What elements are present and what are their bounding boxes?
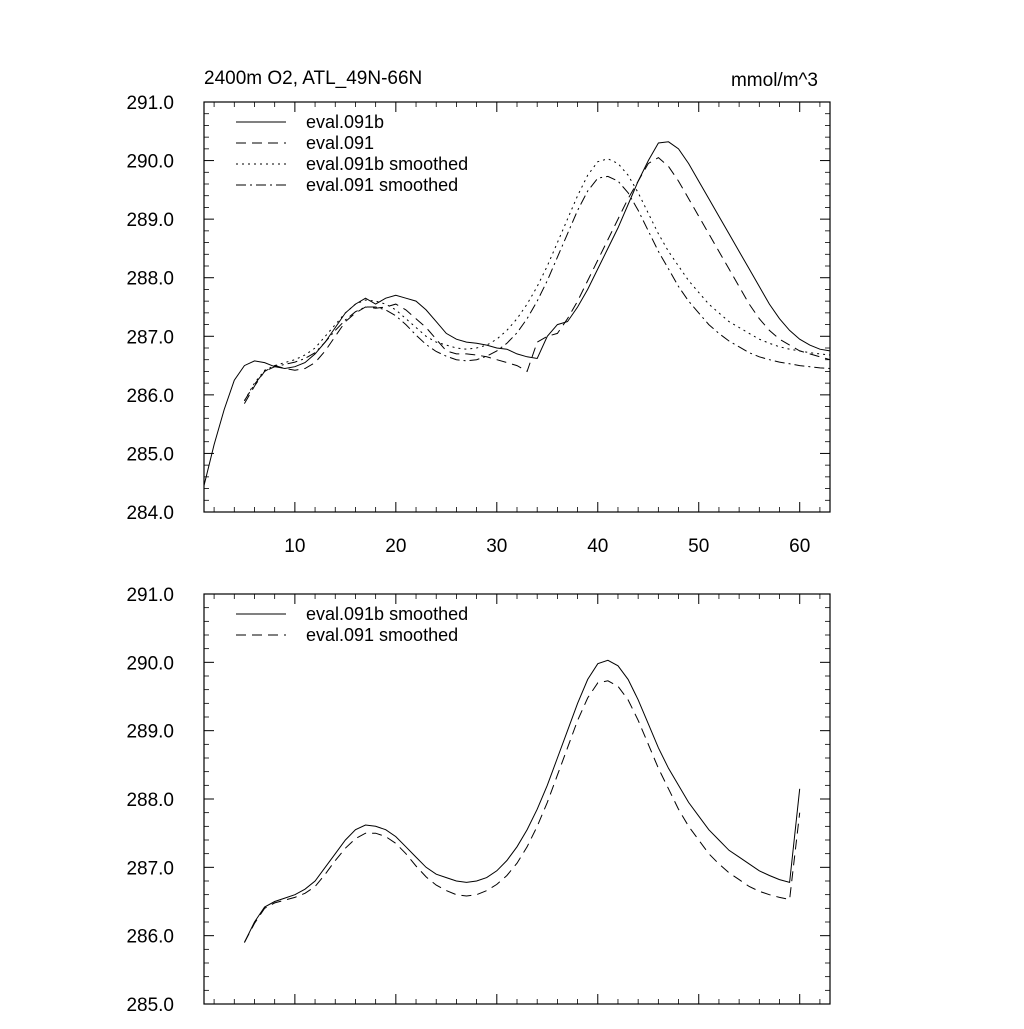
y-tick-label: 289.0 (126, 210, 174, 231)
y-tick-label: 289.0 (126, 722, 174, 743)
legend-label: eval.091b smoothed (306, 604, 468, 624)
x-tick-label: 60 (789, 536, 810, 557)
bottom-panel: 285.0 286.0 287.0 288.0 289.0 290.0 291.0 eval… (126, 585, 831, 1016)
top-panel: 2400m O2, ATL_49N-66N mmol/m^3 284.0 285.… (126, 68, 831, 557)
series-group (243, 659, 801, 943)
y-tick-label: 290.0 (126, 653, 174, 674)
series-group (203, 141, 831, 486)
chart-title: 2400m O2, ATL_49N-66N (204, 68, 422, 89)
y-tick-label: 291.0 (126, 585, 174, 606)
series-line-2 (243, 680, 801, 943)
y-tick-label: 290.0 (126, 152, 174, 173)
x-tick-label: 50 (688, 536, 709, 557)
y-tick-label: 286.0 (126, 386, 174, 407)
axes: 285.0 286.0 287.0 288.0 289.0 290.0 291.0 (126, 585, 830, 1016)
series-line-3 (243, 158, 831, 401)
series-line-2 (243, 156, 831, 404)
x-tick-label: 10 (284, 536, 305, 557)
legend-label: eval.091b (306, 112, 384, 132)
units-label: mmol/m^3 (731, 70, 818, 91)
y-tick-label: 288.0 (126, 790, 174, 811)
series-line-4 (243, 175, 831, 401)
axes: 284.0 285.0 286.0 287.0 288.0 289.0 290.0 291.0… (126, 93, 830, 557)
y-tick-label: 285.0 (126, 995, 174, 1016)
plot-frame (203, 101, 831, 513)
legend-label: eval.091 smoothed (306, 175, 458, 195)
y-tick-label: 288.0 (126, 269, 174, 290)
legend-label: eval.091b smoothed (306, 154, 468, 174)
y-tick-label: 291.0 (126, 93, 174, 114)
y-tick-label: 287.0 (126, 858, 174, 879)
x-tick-label: 30 (486, 536, 507, 557)
series-line-1 (243, 659, 801, 943)
plot-frame (203, 593, 831, 1005)
x-tick-label: 40 (587, 536, 608, 557)
y-tick-label: 286.0 (126, 927, 174, 948)
legend-label: eval.091 smoothed (306, 625, 458, 645)
legend-label: eval.091 (306, 133, 374, 153)
y-tick-label: 285.0 (126, 444, 174, 465)
series-line-1 (203, 141, 831, 486)
y-tick-label: 287.0 (126, 327, 174, 348)
y-tick-label: 284.0 (126, 503, 174, 524)
x-tick-label: 20 (385, 536, 406, 557)
